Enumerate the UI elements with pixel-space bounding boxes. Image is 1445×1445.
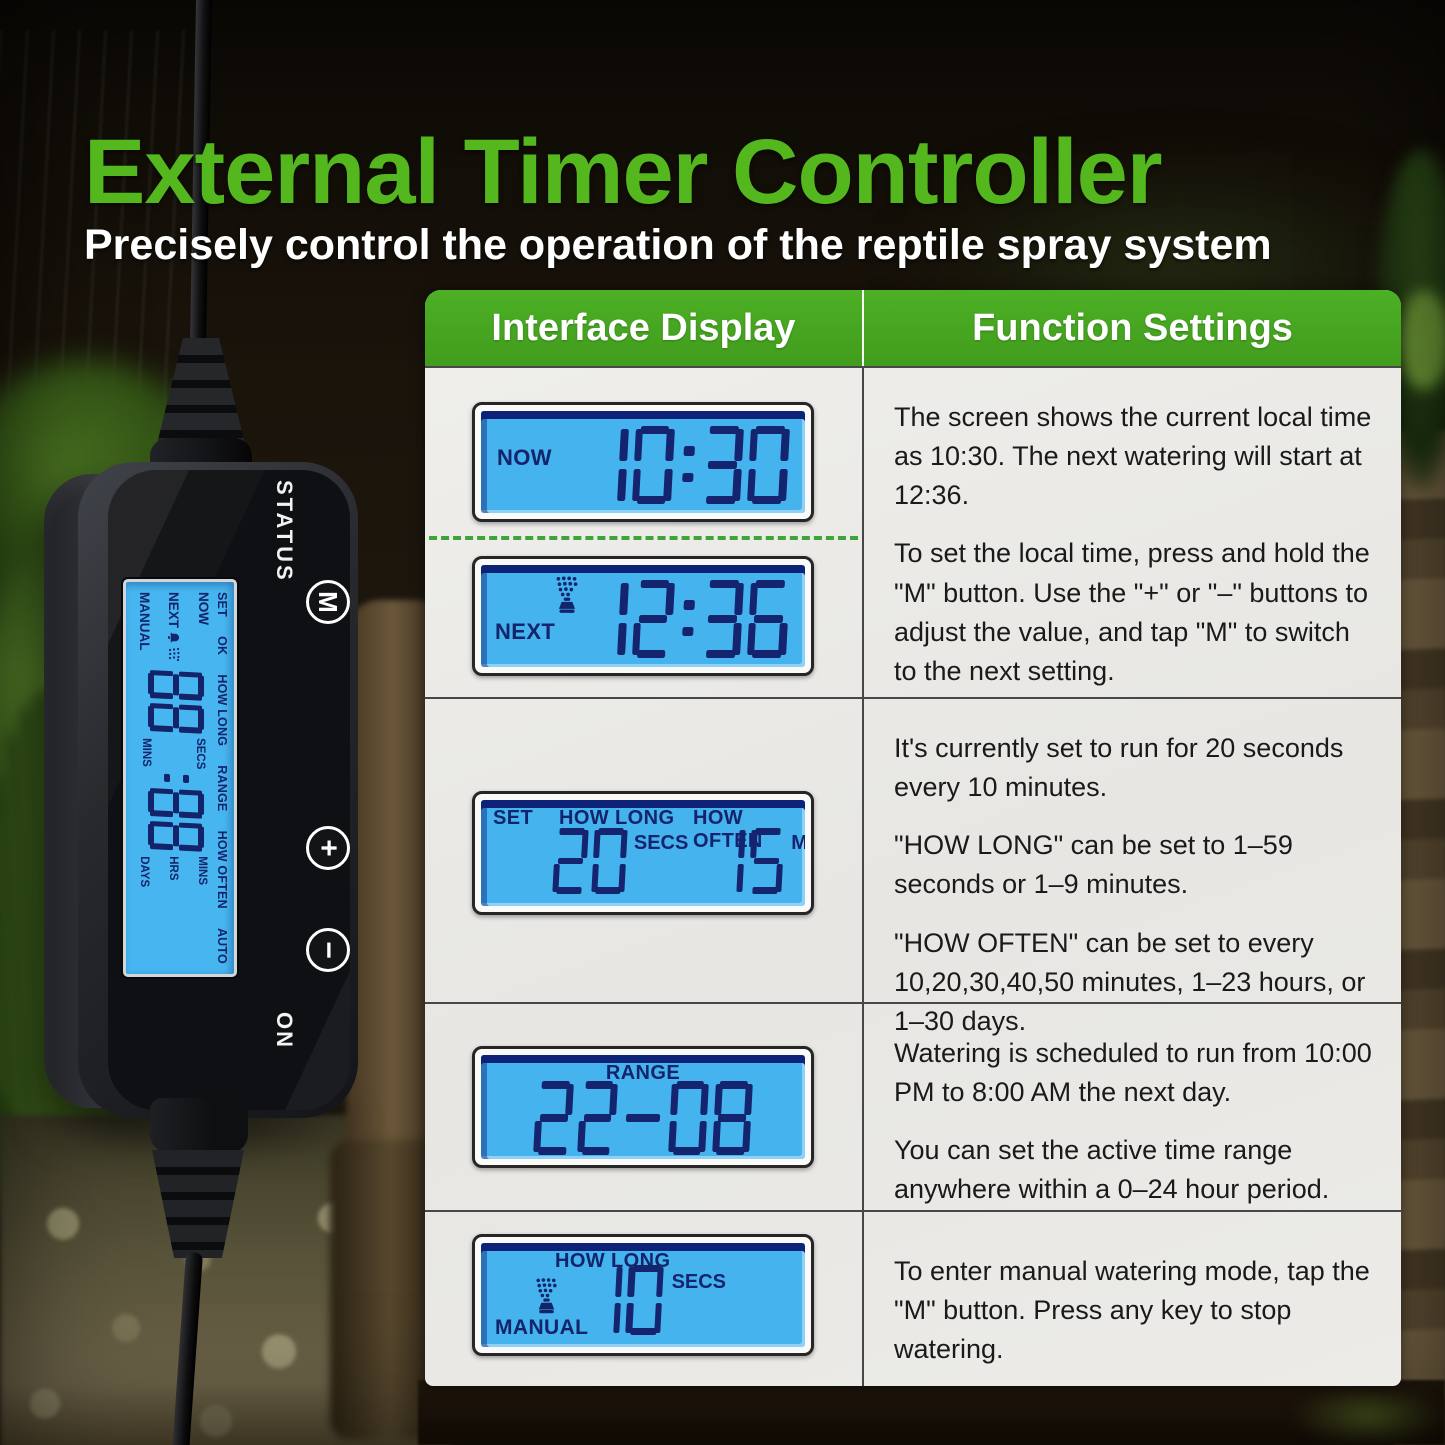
lcd-label-set: SET: [215, 592, 229, 617]
bark-right: [1394, 430, 1445, 1445]
device-lcd-rotated: SET OK HOW LONG RANGE HOW OFTEN AUTO NOW…: [123, 579, 237, 977]
spray-dots-icon: [169, 647, 180, 662]
lcd-unit-hrs: HRS: [167, 856, 179, 881]
device-lcd-left-labels: NOW NEXT MANUAL: [134, 592, 214, 668]
column-header-function-settings: Function Settings: [862, 290, 1401, 366]
table-header: Interface Display Function Settings: [425, 290, 1401, 366]
device-status-label: STATUS: [272, 480, 297, 583]
paragraph: "HOW LONG" can be set to 1–59 seconds or…: [894, 830, 1293, 900]
lcd-unit-secs: SECS: [194, 738, 206, 770]
paragraph: The screen shows the current local time …: [894, 402, 1372, 511]
lcd-digits: [581, 1265, 667, 1335]
device-lcd-digits-right: [134, 784, 204, 854]
spray-icon: [536, 1278, 557, 1314]
bell-icon: [168, 632, 180, 643]
lcd-label-next: NEXT: [166, 592, 182, 629]
lcd-digits-line: SECS MINS: [551, 828, 805, 894]
dashed-divider: [429, 536, 858, 540]
lcd-screen: NOW: [481, 411, 805, 513]
text-cell-row2: It's currently set to run for 20 seconds…: [862, 699, 1401, 1036]
lcd-screen: RANGE: [481, 1055, 805, 1159]
display-cell-row2: SET HOW LONG HOW OFTEN SECS MINS: [425, 699, 862, 1002]
lcd-digits: [582, 580, 793, 658]
lcd-unit-days: DAYS: [138, 856, 150, 888]
lcd-unit-secs: SECS: [633, 832, 689, 854]
display-cell-row3: RANGE: [425, 1004, 862, 1210]
device-lcd-content: SET OK HOW LONG RANGE HOW OFTEN AUTO NOW…: [123, 579, 237, 977]
lcd-interval-display: SET HOW LONG HOW OFTEN SECS MINS: [472, 791, 814, 915]
page-title: External Timer Controller: [84, 120, 1163, 223]
device-plus-button[interactable]: +: [306, 826, 350, 870]
text-cell-row3: Watering is scheduled to run from 10:00 …: [862, 1004, 1401, 1210]
lcd-unit-mins: MINS: [791, 832, 805, 854]
lcd-tag-range: RANGE: [605, 1062, 681, 1084]
lcd-label-range: RANGE: [215, 765, 229, 812]
lcd-digits: [549, 828, 630, 894]
paragraph: You can set the active time range anywhe…: [894, 1135, 1330, 1205]
device-minus-button[interactable]: −: [306, 928, 350, 972]
wood-plank: [418, 1380, 1445, 1445]
column-header-interface-display: Interface Display: [491, 306, 796, 349]
paragraph: To set the local time, press and hold th…: [894, 538, 1370, 686]
paragraph: "HOW OFTEN" can be set to every 10,20,30…: [894, 927, 1366, 1036]
lcd-tag-manual: MANUAL: [495, 1316, 589, 1339]
table-row: SET HOW LONG HOW OFTEN SECS MINS It's cu…: [425, 697, 1401, 1036]
lcd-label-how-long: HOW LONG: [215, 674, 229, 747]
text-cell-row1: The screen shows the current local time …: [862, 368, 1401, 697]
paragraph: To enter manual watering mode, tap the "…: [894, 1256, 1370, 1365]
lcd-tag-how-long: HOW LONG: [559, 807, 675, 829]
page-subtitle: Precisely control the operation of the r…: [84, 221, 1272, 269]
lcd-screen: HOW LONG SECS MANUAL: [481, 1243, 805, 1347]
lcd-tag-next: NEXT: [495, 619, 556, 644]
lcd-next-display: NEXT: [472, 556, 814, 676]
lcd-digits: [582, 426, 793, 504]
device-mode-button[interactable]: M: [306, 580, 350, 624]
device-lcd-top-labels: SET OK HOW LONG RANGE HOW OFTEN AUTO: [215, 592, 229, 964]
lcd-label-ok: OK: [215, 636, 229, 656]
info-table: Interface Display Function Settings NOW …: [425, 290, 1401, 1386]
device-lcd-digits-left: [134, 666, 204, 736]
paragraph: It's currently set to run for 20 seconds…: [894, 733, 1344, 803]
device-on-label: ON: [272, 1012, 297, 1049]
paragraph: Watering is scheduled to run from 10:00 …: [894, 1038, 1372, 1108]
spray-icon: [556, 576, 578, 613]
mode-button-glyph: M: [313, 591, 344, 613]
lcd-label-manual: MANUAL: [137, 592, 152, 651]
lcd-screen: NEXT: [481, 565, 805, 667]
table-row: RANGE Watering is scheduled to run from …: [425, 1002, 1401, 1210]
lcd-screen: SET HOW LONG HOW OFTEN SECS MINS: [481, 800, 805, 906]
display-cell-row1: NOW NEXT: [425, 368, 862, 697]
table-row: HOW LONG SECS MANUAL To enter manual wat…: [425, 1210, 1401, 1386]
lcd-manual-display: HOW LONG SECS MANUAL: [472, 1234, 814, 1356]
device-lcd-units-left: SECS MINS: [134, 738, 214, 769]
lcd-tag-set: SET: [493, 807, 534, 829]
text-cell-row4: To enter manual watering mode, tap the "…: [862, 1212, 1401, 1386]
lcd-unit-mins: MINS: [140, 738, 152, 767]
table-row: NOW NEXT The screen shows the current lo…: [425, 366, 1401, 697]
device-lcd-units-right: MINS HRS DAYS: [134, 856, 214, 887]
lcd-next-row: NEXT: [167, 592, 182, 668]
lcd-label-now: NOW: [196, 592, 211, 625]
lcd-digits: [707, 828, 788, 894]
cable-boot-bottom: [150, 1098, 248, 1154]
lcd-unit-mins: MINS: [196, 856, 208, 885]
lcd-digits-line: SECS: [583, 1265, 726, 1335]
plus-icon: +: [312, 839, 345, 857]
display-cell-row4: HOW LONG SECS MANUAL: [425, 1212, 862, 1386]
lcd-digits: [530, 1081, 756, 1155]
lcd-now-display: NOW: [472, 402, 814, 522]
lcd-unit-secs: SECS: [671, 1271, 727, 1293]
moss-bottom-right: [1290, 1386, 1445, 1445]
lcd-label-how-often: HOW OFTEN: [215, 830, 229, 909]
lcd-tag-now: NOW: [497, 445, 552, 470]
minus-icon: −: [312, 941, 345, 959]
device-lcd-screen: SET OK HOW LONG RANGE HOW OFTEN AUTO NOW…: [122, 578, 238, 978]
lcd-label-auto: AUTO: [215, 927, 229, 964]
device-lcd-main: NOW NEXT MANUAL SECS MINS: [134, 592, 214, 964]
lcd-range-display: RANGE: [472, 1046, 814, 1168]
